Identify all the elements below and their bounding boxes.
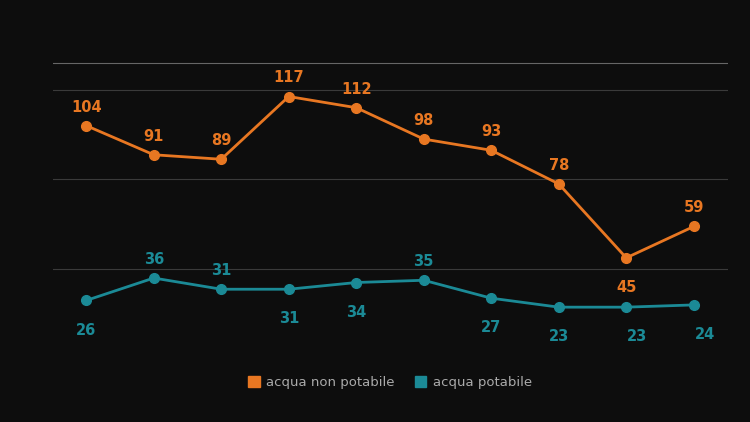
Text: 36: 36 bbox=[144, 252, 164, 267]
Text: 34: 34 bbox=[346, 305, 366, 320]
Text: 31: 31 bbox=[278, 311, 299, 327]
Text: 117: 117 bbox=[274, 70, 304, 85]
Text: 27: 27 bbox=[482, 320, 501, 335]
Text: 23: 23 bbox=[548, 330, 568, 344]
Text: 45: 45 bbox=[616, 280, 637, 295]
Legend: acqua non potabile, acqua potabile: acqua non potabile, acqua potabile bbox=[242, 371, 538, 394]
Text: 78: 78 bbox=[548, 158, 569, 173]
Text: 89: 89 bbox=[211, 133, 232, 148]
Text: 104: 104 bbox=[71, 100, 101, 114]
Text: 31: 31 bbox=[211, 263, 232, 278]
Text: 98: 98 bbox=[413, 113, 434, 128]
Text: 91: 91 bbox=[143, 129, 164, 143]
Text: 23: 23 bbox=[627, 330, 647, 344]
Text: 112: 112 bbox=[341, 81, 371, 97]
Text: 93: 93 bbox=[482, 124, 501, 139]
Text: 24: 24 bbox=[694, 327, 715, 342]
Text: 59: 59 bbox=[683, 200, 704, 215]
Text: 26: 26 bbox=[76, 323, 96, 338]
Text: 35: 35 bbox=[413, 254, 434, 269]
